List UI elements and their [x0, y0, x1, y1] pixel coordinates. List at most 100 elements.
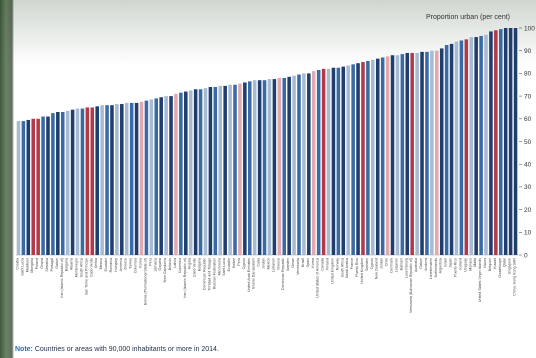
x-tick-label: Puerto Rico	[355, 258, 359, 277]
x-tick-label: United Kingdom	[360, 258, 364, 284]
y-tick-label: 90	[524, 48, 532, 55]
bar	[277, 77, 282, 255]
x-tick-label: Albania	[70, 258, 74, 270]
bar	[213, 87, 218, 256]
bar	[60, 111, 65, 256]
x-tick-label: Kuwait	[493, 258, 497, 269]
x-tick-label: Greece	[276, 258, 280, 270]
x-tick-label: Angola	[188, 258, 192, 269]
x-tick-label: Maldives	[25, 258, 29, 272]
bar	[252, 80, 257, 256]
bar	[513, 28, 518, 255]
bar	[203, 88, 208, 255]
x-tick-label: Brazil	[301, 258, 305, 267]
bar	[371, 59, 375, 255]
bar	[415, 52, 419, 255]
x-tick-label: Iran (Islamic Republic of)	[183, 258, 187, 298]
x-tick-label: Turkey	[129, 258, 133, 269]
x-tick-label: Poland	[35, 258, 39, 269]
x-tick-label: Colombia	[134, 258, 138, 273]
bar	[464, 39, 469, 255]
bar	[316, 70, 321, 255]
bar	[36, 118, 40, 255]
bar	[243, 82, 247, 255]
bar	[95, 106, 99, 255]
x-tick-label: Israel	[444, 258, 448, 267]
note-text: Countries or areas with 90,000 inhabitan…	[34, 346, 219, 353]
bar	[218, 85, 223, 255]
bar	[129, 102, 134, 255]
x-tick-label: United Kingdom	[330, 258, 334, 284]
x-tick-label: Colombia	[178, 258, 182, 273]
bar	[184, 91, 188, 255]
x-tick-label: Peru	[237, 258, 241, 266]
x-tick-label: Dominican Republic	[281, 258, 285, 290]
bar	[70, 109, 75, 255]
bar	[257, 80, 262, 256]
bar	[188, 90, 193, 256]
x-tick-label: Latvia	[173, 258, 177, 268]
x-tick-label: Ecuador	[227, 257, 231, 271]
x-tick-label: Canada	[321, 258, 325, 271]
bar	[16, 121, 21, 255]
x-tick-label: South Africa	[340, 258, 344, 277]
x-tick-label: Trinidad and Tobago	[207, 258, 211, 291]
bar	[385, 56, 390, 256]
x-tick-label: South Africa	[79, 258, 83, 277]
bar	[311, 71, 316, 255]
x-tick-label: Peru	[148, 258, 152, 266]
x-tick-label: Dominican Republic	[202, 258, 206, 290]
x-tick-label: Portugal	[50, 258, 54, 272]
x-tick-label: Liechtenstein	[429, 258, 433, 279]
x-tick-label: New Zealand	[375, 258, 379, 279]
bar	[56, 111, 60, 256]
chart-note: Note: Countries or areas with 90,000 inh…	[15, 346, 219, 353]
bar	[223, 85, 227, 255]
bar	[494, 30, 498, 255]
x-tick-label: Ecuador	[104, 257, 108, 271]
bar	[366, 60, 370, 255]
x-tick-label: France	[350, 258, 354, 269]
y-tick-label: 60	[524, 116, 532, 123]
bar	[356, 63, 360, 255]
bar	[292, 75, 296, 255]
y-tick-label: 100	[524, 25, 535, 32]
bar	[228, 84, 232, 255]
x-tick-label: Guadeloupe	[498, 258, 502, 278]
bar	[198, 89, 203, 255]
x-tick-label: Iceland	[458, 258, 462, 270]
x-tick-label: Puerto Rico	[453, 258, 457, 277]
x-tick-label: Mexico	[266, 258, 270, 269]
x-tick-label: New Caledonia	[163, 258, 167, 282]
x-tick-label: Greece	[124, 258, 128, 270]
x-tick-label: United Arab Emirates	[247, 258, 251, 292]
bar	[375, 58, 380, 256]
bar	[430, 50, 434, 256]
x-tick-label: Mexico	[99, 258, 103, 269]
bar	[282, 77, 286, 255]
bar	[454, 41, 459, 256]
x-tick-label: Cuba	[257, 258, 261, 267]
x-tick-label: Andorra	[424, 258, 428, 271]
x-tick-label: Saudi Arabia	[345, 258, 349, 278]
bar	[410, 52, 414, 255]
x-tick-label: Japan	[449, 258, 453, 268]
bar	[110, 105, 114, 256]
bar	[425, 51, 429, 256]
bar	[139, 101, 144, 256]
bar	[307, 73, 311, 256]
x-tick-label: Denmark	[390, 258, 394, 273]
bar	[267, 79, 272, 255]
bar	[444, 45, 449, 255]
x-tick-label: Croatia	[15, 258, 19, 270]
x-tick-label: Jordan	[380, 258, 384, 269]
bar	[405, 52, 410, 255]
bar	[159, 97, 163, 256]
bar	[208, 87, 213, 256]
bar	[105, 105, 109, 256]
x-tick-label: Guyana	[158, 258, 162, 271]
x-tick-label: Cabo Verde	[193, 258, 197, 277]
x-tick-label: Armenia	[119, 258, 123, 271]
x-tick-label: Luxembourg	[404, 258, 408, 278]
x-tick-label: Cyprus	[370, 258, 374, 270]
